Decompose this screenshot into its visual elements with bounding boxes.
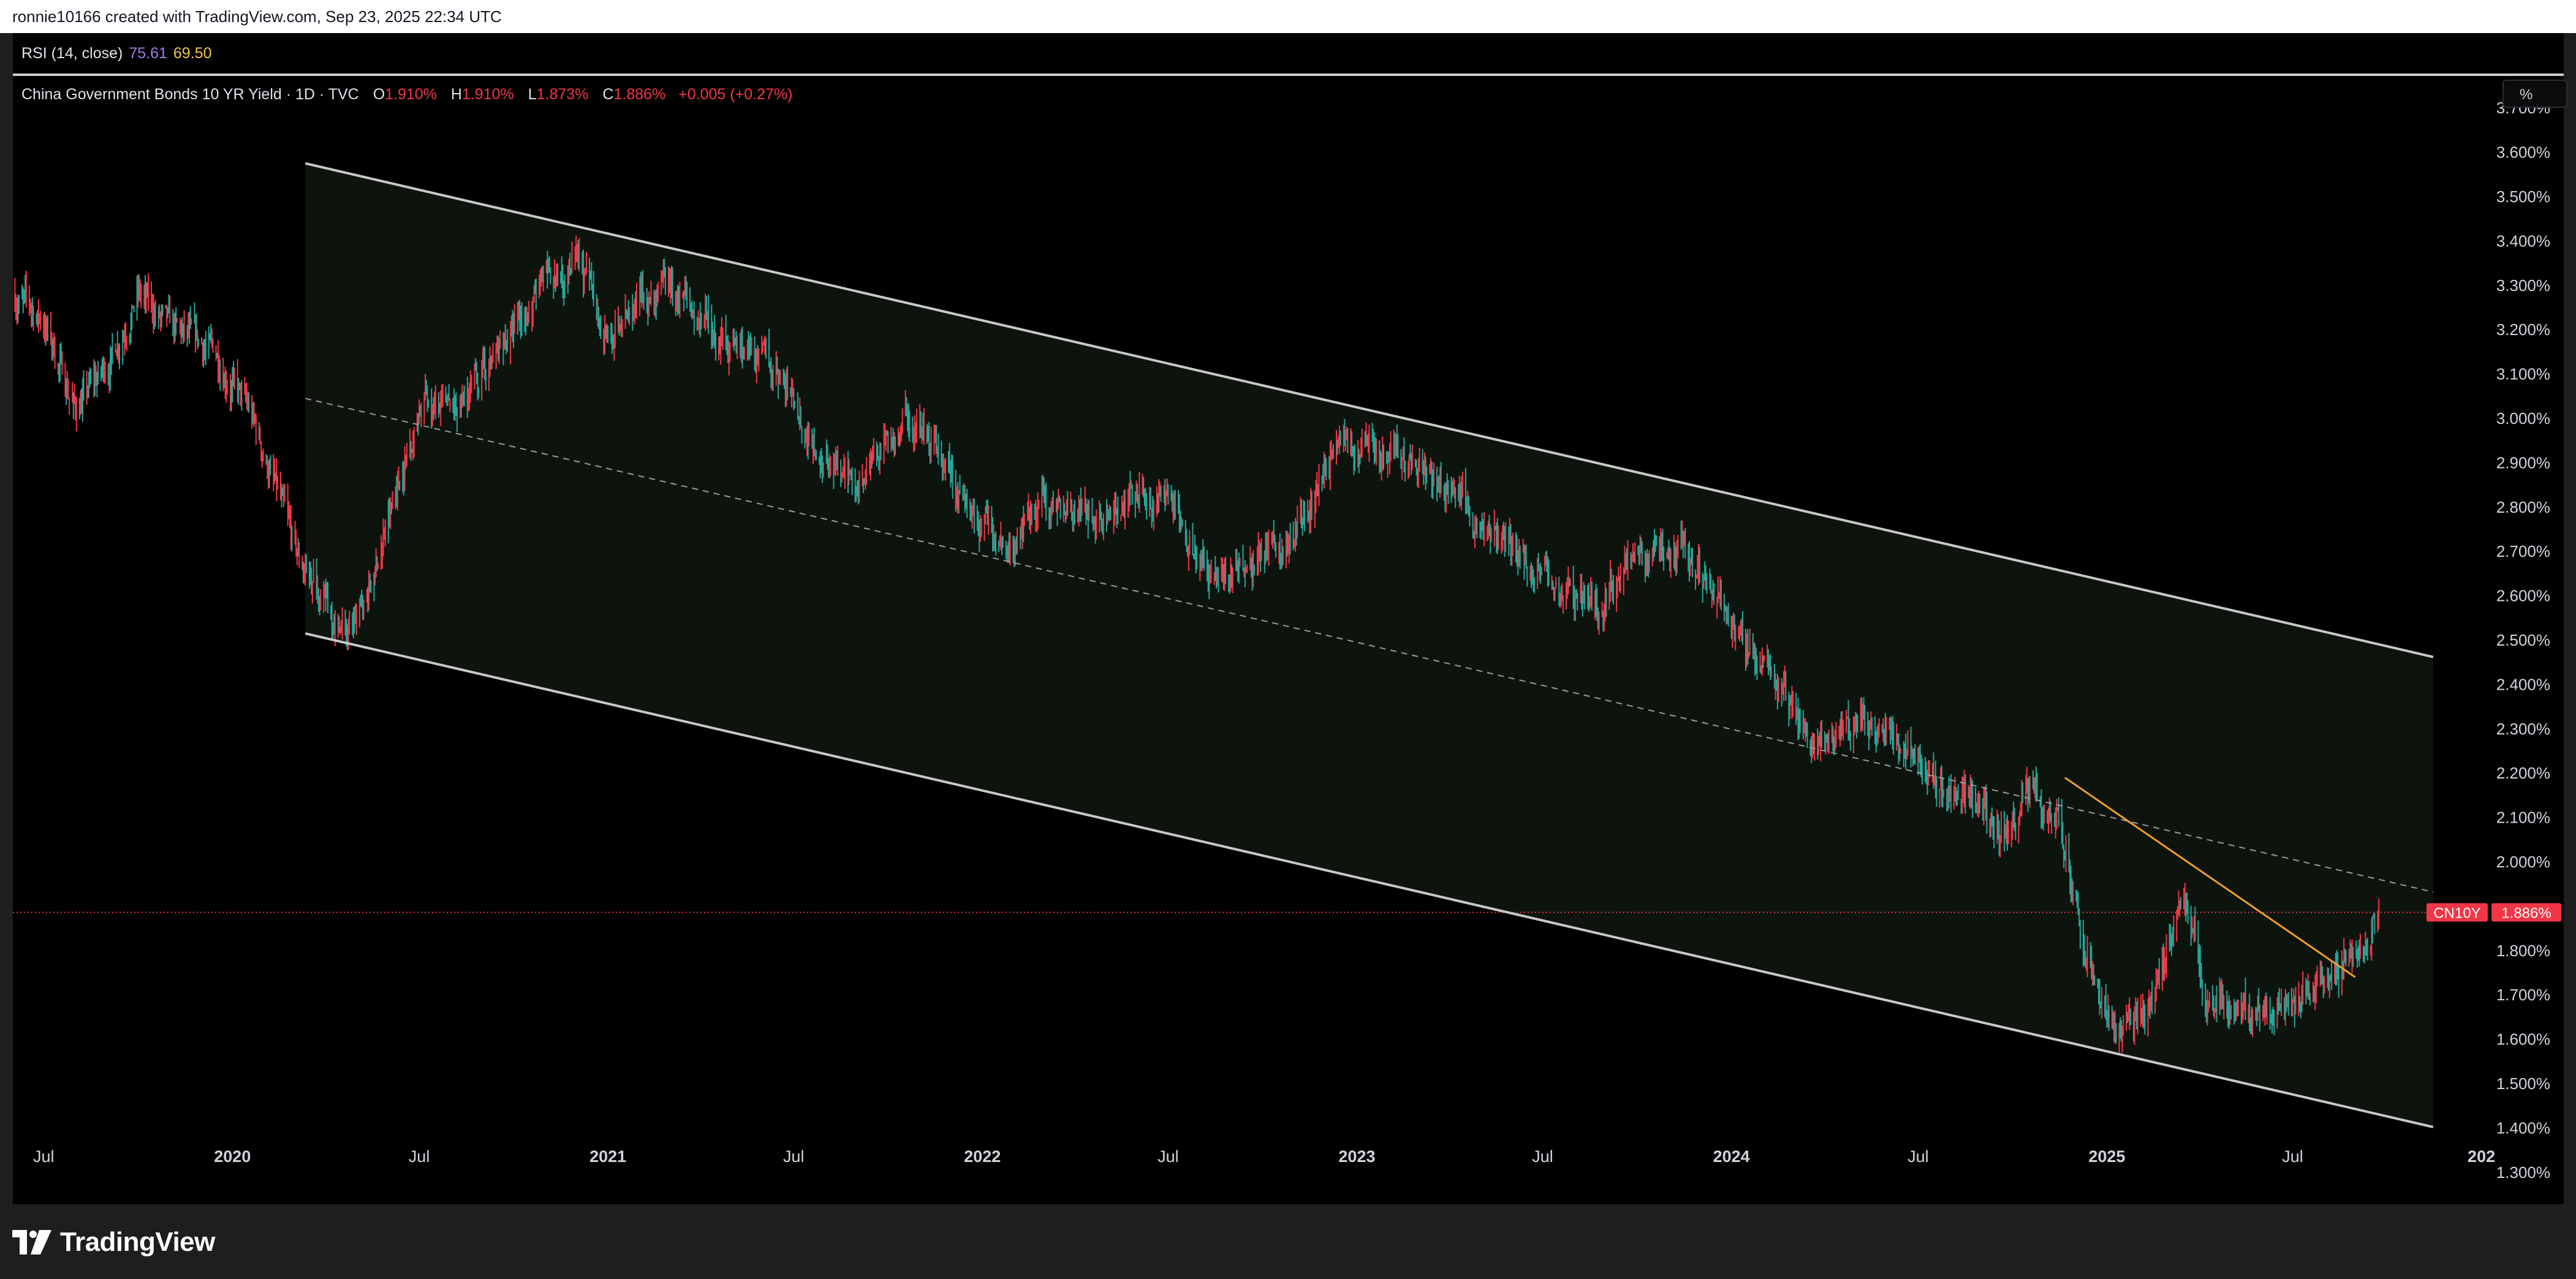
x-axis-tick-label: Jul [1907, 1147, 1929, 1166]
chart-area[interactable]: 3.700%3.600%3.500%3.400%3.300%3.200%3.10… [13, 33, 2567, 1204]
y-axis-tick-label: 2.900% [2496, 453, 2550, 472]
channel-upper-line[interactable] [305, 162, 2434, 658]
x-axis-tick-label: Jul [1532, 1147, 1553, 1166]
rsi-label: RSI (14, close) [21, 45, 123, 62]
low-key: L [528, 86, 537, 103]
close-value: 1.886% [613, 86, 666, 103]
x-axis-tick-label: Jul [33, 1147, 55, 1166]
last-price-tag-label: 1.886% [2501, 905, 2551, 922]
price-chart[interactable]: 3.700%3.600%3.500%3.400%3.300%3.200%3.10… [13, 33, 2564, 1204]
rsi-value-2: 69.50 [173, 45, 212, 62]
rsi-value-1: 75.61 [129, 45, 167, 62]
x-axis-tick-label: 2025 [2088, 1147, 2125, 1166]
symbol-legend: China Government Bonds 10 YR Yield · 1D … [21, 86, 792, 104]
y-axis-tick-label: 1.400% [2496, 1119, 2550, 1137]
y-axis-tick-label: 3.000% [2496, 409, 2550, 428]
channel-lower-line[interactable] [305, 632, 2434, 1128]
x-axis-tick-label: 2021 [589, 1147, 626, 1166]
ticker-price-tag [2426, 903, 2488, 922]
open-key: O [373, 86, 385, 103]
ticker-tag-label: CN10Y [2433, 905, 2480, 922]
y-axis-tick-label: 1.700% [2496, 986, 2550, 1004]
open-value: 1.910% [385, 86, 437, 103]
low-value: 1.873% [536, 86, 589, 103]
y-axis-tick-label: 3.200% [2496, 320, 2550, 339]
footer-bar: TradingView [0, 1204, 2576, 1279]
candlestick-series[interactable] [14, 235, 2380, 1053]
orange-trendline[interactable] [2064, 777, 2356, 978]
y-axis-tick-label: 3.100% [2496, 365, 2550, 383]
x-axis-tick-label: Jul [2282, 1147, 2303, 1166]
x-axis-tick-label: Jul [783, 1147, 805, 1166]
x-axis-tick-label: 2022 [964, 1147, 1001, 1166]
y-axis-tick-label: 2.700% [2496, 542, 2550, 560]
x-axis-tick-label: 2024 [1713, 1147, 1750, 1166]
channel-median-line[interactable] [305, 398, 2434, 893]
y-axis-tick-label: 3.500% [2496, 187, 2550, 206]
y-axis-tick-label: 2.200% [2496, 764, 2550, 782]
y-axis-tick-label: 1.300% [2496, 1163, 2550, 1182]
y-axis-tick-label: 2.400% [2496, 675, 2550, 693]
y-axis-tick-label: 1.600% [2496, 1030, 2550, 1049]
x-axis-tick-label: Jul [409, 1147, 430, 1166]
x-axis-tick-label: 2023 [1338, 1147, 1375, 1166]
y-axis-tick-label: 2.800% [2496, 498, 2550, 516]
change-value: +0.005 (+0.27%) [678, 86, 793, 103]
x-axis-tick-label: Jul [1157, 1147, 1179, 1166]
y-axis-tick-label: 1.500% [2496, 1074, 2550, 1093]
y-axis-tick-label: 2.500% [2496, 631, 2550, 649]
last-price-tag [2491, 903, 2561, 922]
y-axis-tick-label: 3.600% [2496, 143, 2550, 162]
x-axis-tick-label: 2020 [214, 1147, 251, 1166]
y-axis-tick-label: 3.300% [2496, 276, 2550, 295]
y-axis-tick-label: 3.400% [2496, 232, 2550, 250]
tradingview-logo-text: TradingView [60, 1227, 215, 1257]
high-value: 1.910% [461, 86, 514, 103]
y-axis-tick-label: 2.000% [2496, 853, 2550, 871]
rsi-pane[interactable]: RSI (14, close) 75.61 69.50 [13, 33, 2564, 76]
x-axis-tick-label: 202 [2468, 1147, 2495, 1166]
close-key: C [602, 86, 614, 103]
y-axis-tick-label: 2.100% [2496, 809, 2550, 827]
high-key: H [450, 86, 462, 103]
y-axis-tick-label: 1.800% [2496, 941, 2550, 960]
symbol-title: China Government Bonds 10 YR Yield · 1D … [21, 86, 359, 103]
tradingview-logo[interactable]: TradingView [12, 1225, 215, 1259]
tradingview-logo-icon [12, 1230, 51, 1254]
attribution-bar: ronnie10166 created with TradingView.com… [0, 0, 2576, 33]
y-axis-tick-label: 2.600% [2496, 587, 2550, 605]
percent-scale-button[interactable]: % [2502, 80, 2567, 108]
y-axis-tick-label: 2.300% [2496, 720, 2550, 738]
rsi-legend: RSI (14, close) 75.61 69.50 [21, 45, 211, 62]
attribution-text: ronnie10166 created with TradingView.com… [12, 7, 502, 26]
